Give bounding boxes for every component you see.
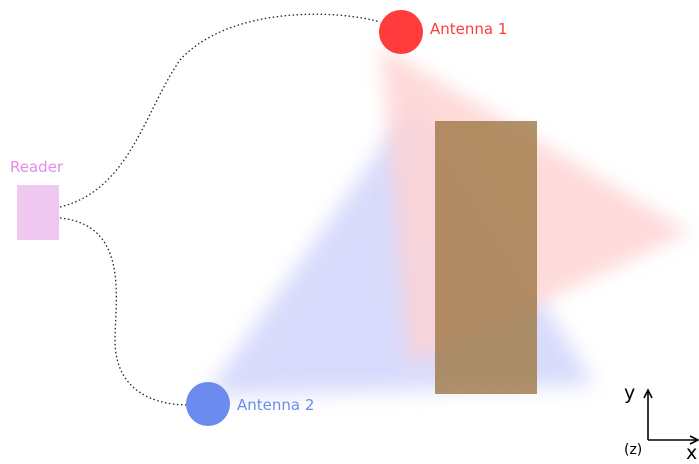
antenna2-node [186,382,230,426]
cable-reader-antenna1 [59,13,381,208]
object-block [435,121,537,394]
cable-reader-antenna2 [59,217,189,406]
reader-label: Reader [10,158,64,176]
antenna1-label: Antenna 1 [430,20,508,38]
coordinate-axes [643,388,699,445]
y-axis-arrowhead [643,388,653,399]
x-axis-arrowhead [689,435,699,445]
z-axis-label: (z) [624,442,643,458]
antenna2-label: Antenna 2 [237,396,315,414]
reader-box [17,185,59,240]
antenna1-node [379,10,423,54]
x-axis-label: x [686,442,698,464]
y-axis-label: y [624,382,636,404]
